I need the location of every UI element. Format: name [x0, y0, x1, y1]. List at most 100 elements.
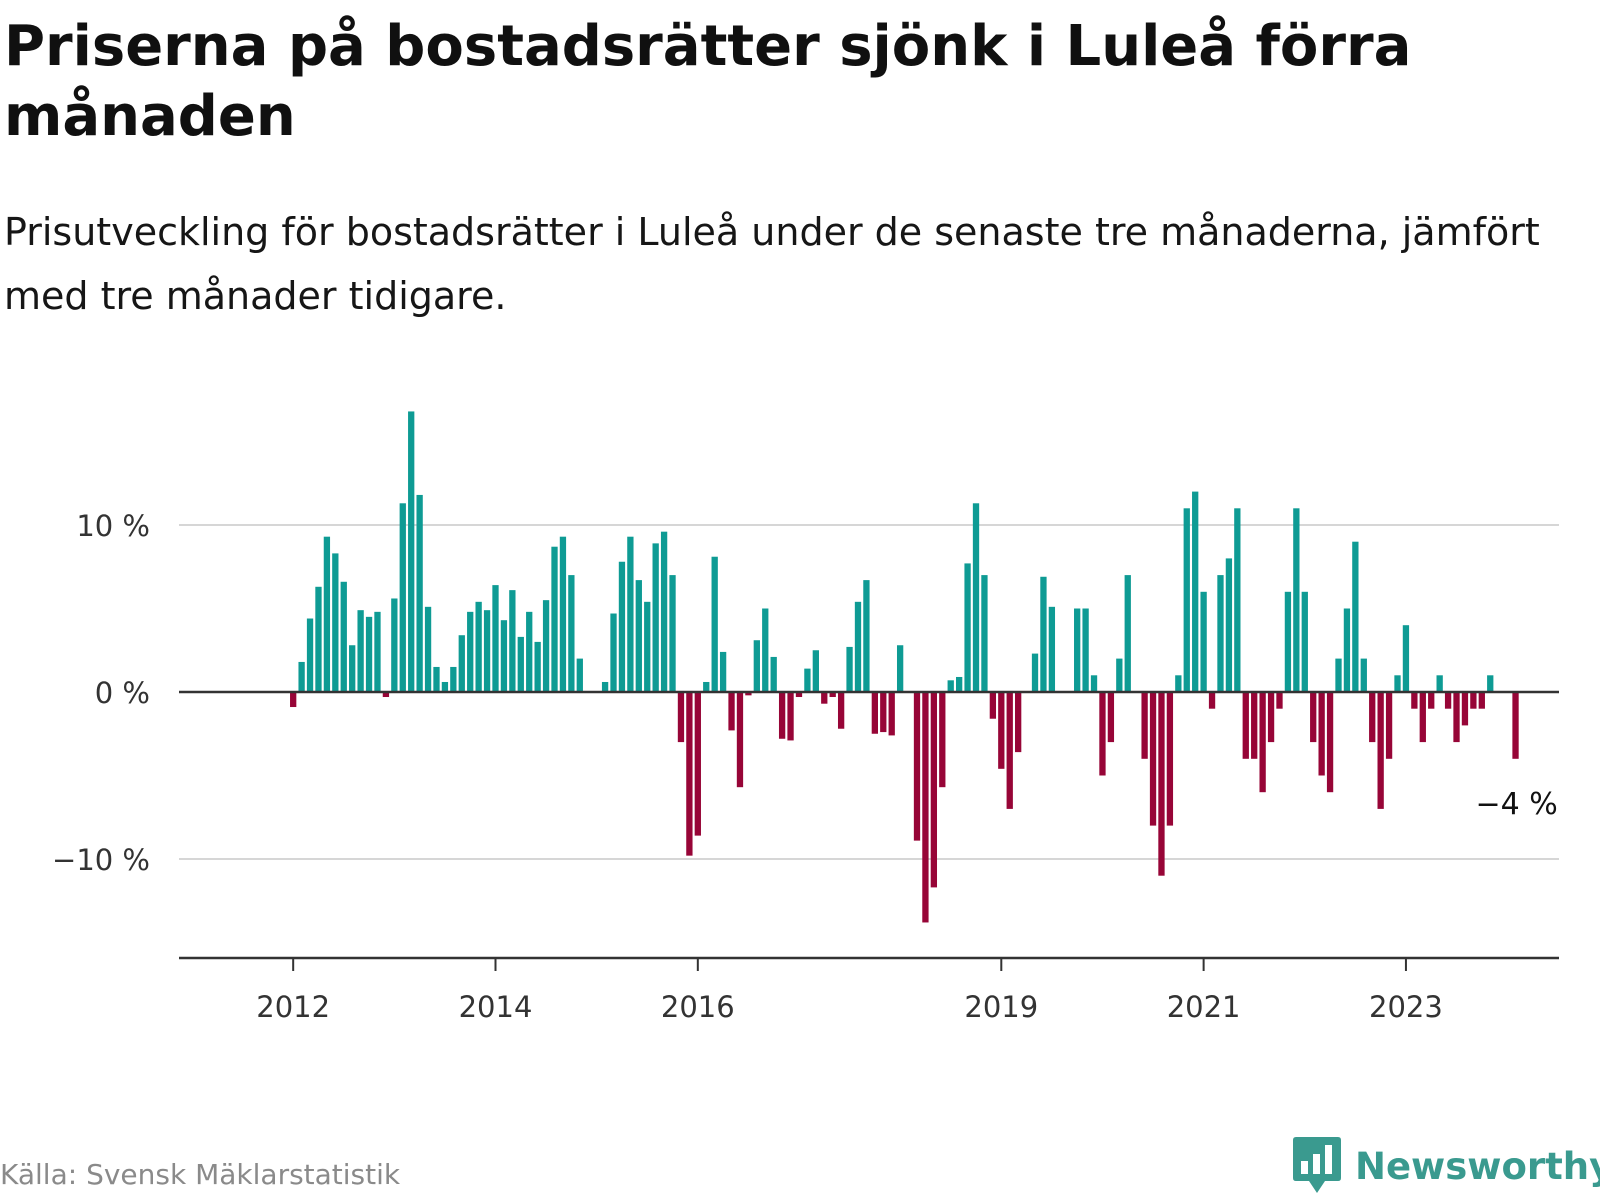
bar	[315, 586, 322, 692]
bar	[492, 585, 499, 692]
x-tick-label: 2016	[661, 990, 735, 1024]
bar	[1141, 692, 1148, 759]
bar	[1369, 692, 1376, 743]
y-tick-label: 10 %	[76, 509, 150, 543]
bar	[1217, 575, 1224, 692]
newsworthy-logo[interactable]: Newsworthy	[1291, 1135, 1600, 1197]
bar	[922, 692, 929, 923]
bar	[467, 611, 474, 692]
bar	[306, 618, 314, 692]
bar	[795, 692, 803, 698]
bar	[601, 681, 609, 692]
bar	[888, 692, 895, 736]
bar	[500, 620, 508, 692]
bar	[939, 692, 946, 788]
x-tick-label: 2012	[256, 990, 330, 1024]
bar	[1453, 692, 1460, 743]
bar	[526, 611, 533, 692]
bar	[1124, 575, 1131, 692]
bar	[382, 692, 390, 698]
bar	[391, 598, 398, 692]
bar	[483, 610, 491, 692]
bar	[998, 692, 1005, 769]
bar	[1343, 608, 1351, 692]
bar	[787, 692, 794, 741]
bar	[340, 581, 347, 692]
bar	[424, 606, 432, 692]
bar	[854, 601, 862, 692]
bar	[323, 536, 331, 692]
bar	[846, 646, 853, 692]
bar	[829, 692, 836, 698]
bar	[618, 561, 626, 692]
bar	[517, 636, 524, 692]
chart-subtitle: Prisutveckling för bostadsrätter i Luleå…	[4, 210, 1540, 318]
bar	[290, 692, 297, 708]
chart-title: Priserna på bostadsrätter sjönk i Luleå …	[4, 14, 1412, 149]
bar	[576, 658, 583, 692]
bar	[1335, 658, 1342, 692]
source-note: Källa: Svensk Mäklarstatistik	[0, 1158, 401, 1191]
axes	[179, 690, 1559, 971]
bar	[349, 645, 356, 692]
bar	[770, 656, 777, 692]
bar	[1166, 692, 1174, 826]
bar	[821, 692, 828, 704]
bar	[669, 575, 676, 692]
bar	[837, 692, 845, 729]
bar	[1360, 658, 1367, 692]
bar	[1284, 591, 1292, 692]
bar	[1276, 692, 1283, 709]
bar	[880, 692, 887, 733]
bar	[778, 692, 786, 739]
bar	[610, 613, 617, 692]
bar	[534, 641, 541, 692]
bar	[1192, 491, 1199, 692]
bar	[1225, 558, 1233, 692]
bar	[1200, 591, 1207, 692]
brand-name: Newsworthy	[1355, 1144, 1600, 1188]
bar	[1158, 692, 1165, 876]
bar	[1234, 508, 1241, 692]
x-tick-label: 2019	[964, 990, 1038, 1024]
bar	[686, 692, 693, 856]
bar	[1436, 675, 1443, 692]
bar	[1175, 675, 1182, 692]
bar	[408, 411, 415, 692]
bar	[1267, 692, 1275, 743]
bar	[374, 611, 381, 692]
bar	[1208, 692, 1216, 709]
bar	[1478, 692, 1485, 709]
bar	[1293, 508, 1300, 692]
bar	[568, 575, 575, 692]
bar	[1318, 692, 1325, 776]
bar	[1074, 608, 1081, 692]
bar	[930, 692, 938, 888]
x-tick-label: 2014	[459, 990, 533, 1024]
bar	[652, 543, 659, 692]
bar	[441, 681, 449, 692]
bar	[627, 536, 634, 692]
bar	[332, 553, 339, 692]
bar	[1116, 658, 1123, 692]
bar	[433, 666, 440, 692]
bar	[1183, 508, 1190, 692]
tick-labels: 10 % 0 % −10 % 2012 2014 2016 2019 2021 2023 −4 %	[52, 509, 1558, 1024]
bar	[644, 601, 651, 692]
bar	[1385, 692, 1393, 759]
bar	[635, 580, 642, 692]
bar	[762, 608, 769, 692]
bar	[703, 681, 710, 692]
y-tick-label: −10 %	[52, 843, 150, 877]
x-tick-label: 2023	[1369, 990, 1443, 1024]
bar	[1099, 692, 1106, 776]
bar	[458, 635, 465, 692]
bar	[1428, 692, 1435, 709]
bar	[660, 531, 668, 692]
bar	[1512, 692, 1519, 759]
bar	[728, 692, 735, 731]
bar	[1402, 625, 1410, 692]
bar	[1048, 606, 1056, 692]
bar	[956, 676, 963, 692]
